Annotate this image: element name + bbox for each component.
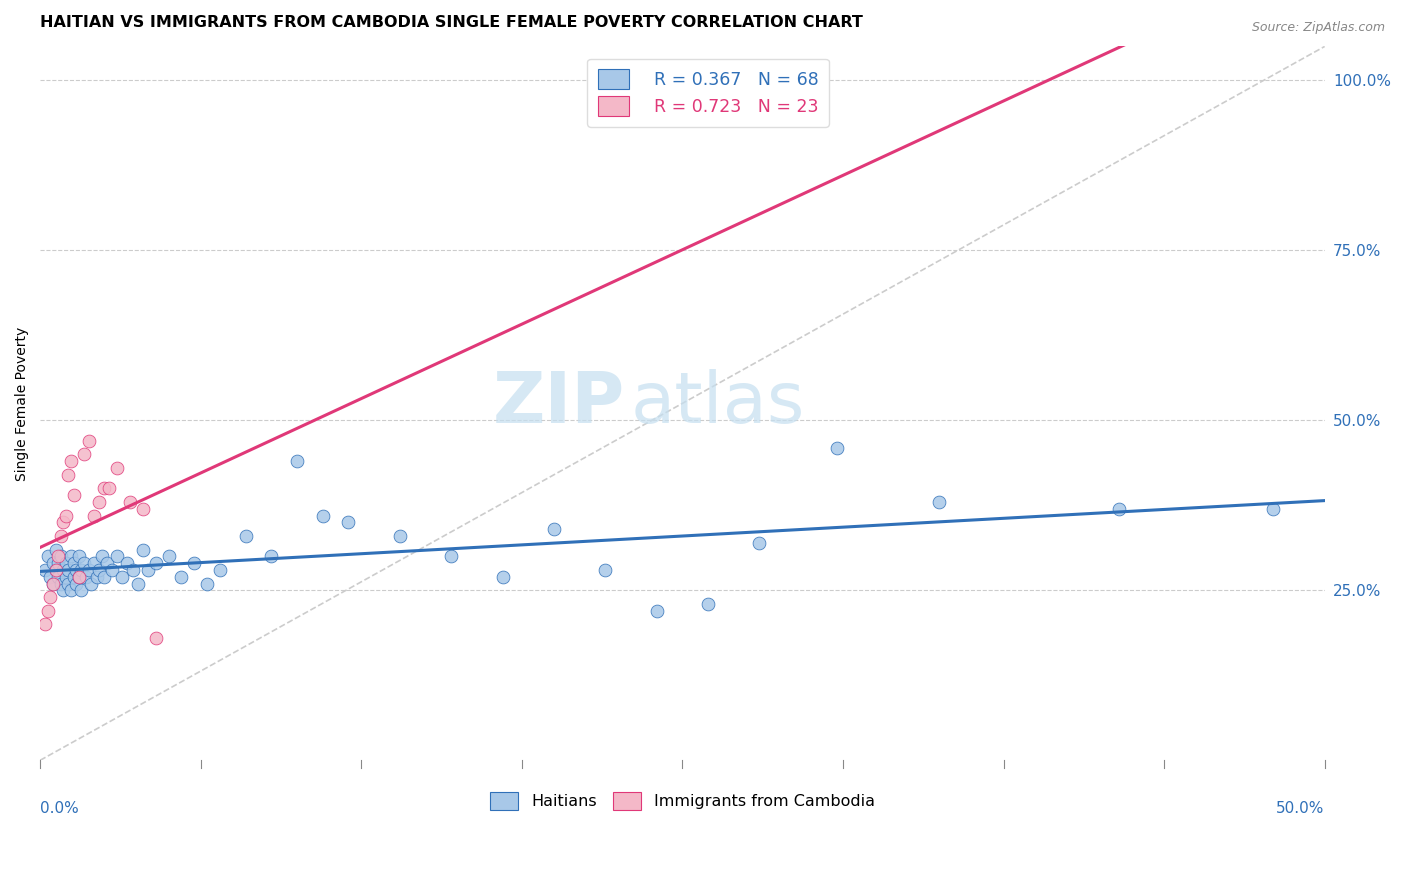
Point	[1108, 501, 1130, 516]
Point	[491, 570, 513, 584]
Point	[748, 535, 770, 549]
Point	[34, 617, 56, 632]
Point	[59, 583, 82, 598]
Point	[96, 556, 118, 570]
Point	[543, 522, 565, 536]
Point	[285, 454, 308, 468]
Point	[111, 570, 134, 584]
Point	[52, 563, 75, 577]
Point	[44, 542, 66, 557]
Text: ZIP: ZIP	[492, 369, 624, 438]
Point	[62, 556, 84, 570]
Point	[80, 576, 103, 591]
Point	[73, 556, 96, 570]
Point	[44, 563, 66, 577]
Point	[52, 583, 75, 598]
Point	[65, 563, 87, 577]
Point	[697, 597, 720, 611]
Point	[132, 542, 155, 557]
Point	[77, 563, 100, 577]
Point	[70, 563, 93, 577]
Point	[67, 549, 90, 564]
Point	[98, 481, 121, 495]
Point	[37, 604, 59, 618]
Point	[121, 563, 143, 577]
Text: atlas: atlas	[631, 369, 806, 438]
Point	[89, 495, 111, 509]
Point	[312, 508, 335, 523]
Point	[83, 508, 105, 523]
Point	[75, 570, 97, 584]
Point	[388, 529, 411, 543]
Point	[136, 563, 159, 577]
Point	[86, 570, 108, 584]
Point	[49, 576, 72, 591]
Point	[65, 576, 87, 591]
Text: HAITIAN VS IMMIGRANTS FROM CAMBODIA SINGLE FEMALE POVERTY CORRELATION CHART: HAITIAN VS IMMIGRANTS FROM CAMBODIA SING…	[41, 15, 863, 30]
Point	[39, 590, 62, 604]
Point	[49, 529, 72, 543]
Point	[208, 563, 231, 577]
Point	[73, 447, 96, 461]
Point	[145, 631, 167, 645]
Point	[1263, 501, 1285, 516]
Point	[42, 576, 65, 591]
Point	[42, 576, 65, 591]
Point	[62, 570, 84, 584]
Point	[70, 583, 93, 598]
Point	[83, 556, 105, 570]
Text: Source: ZipAtlas.com: Source: ZipAtlas.com	[1251, 21, 1385, 34]
Point	[55, 508, 77, 523]
Point	[55, 556, 77, 570]
Point	[46, 570, 69, 584]
Point	[62, 488, 84, 502]
Point	[183, 556, 205, 570]
Point	[101, 563, 124, 577]
Point	[105, 461, 128, 475]
Point	[117, 556, 139, 570]
Point	[46, 556, 69, 570]
Point	[42, 556, 65, 570]
Point	[52, 516, 75, 530]
Point	[118, 495, 141, 509]
Point	[34, 563, 56, 577]
Point	[55, 570, 77, 584]
Point	[337, 516, 360, 530]
Point	[59, 454, 82, 468]
Point	[595, 563, 617, 577]
Point	[39, 570, 62, 584]
Point	[90, 549, 112, 564]
Point	[89, 563, 111, 577]
Point	[58, 467, 80, 482]
Point	[46, 549, 69, 564]
Point	[93, 481, 115, 495]
Point	[170, 570, 193, 584]
Point	[77, 434, 100, 448]
Point	[93, 570, 115, 584]
Point	[127, 576, 149, 591]
Text: 50.0%: 50.0%	[1277, 801, 1324, 816]
Point	[440, 549, 463, 564]
Point	[132, 501, 155, 516]
Point	[59, 549, 82, 564]
Legend: Haitians, Immigrants from Cambodia: Haitians, Immigrants from Cambodia	[484, 785, 882, 816]
Point	[49, 549, 72, 564]
Point	[157, 549, 180, 564]
Y-axis label: Single Female Poverty: Single Female Poverty	[15, 326, 30, 481]
Point	[645, 604, 668, 618]
Point	[37, 549, 59, 564]
Point	[67, 570, 90, 584]
Point	[195, 576, 218, 591]
Point	[105, 549, 128, 564]
Point	[58, 576, 80, 591]
Point	[260, 549, 283, 564]
Point	[67, 570, 90, 584]
Point	[235, 529, 257, 543]
Text: 0.0%: 0.0%	[41, 801, 79, 816]
Point	[58, 563, 80, 577]
Point	[825, 441, 848, 455]
Point	[145, 556, 167, 570]
Point	[44, 563, 66, 577]
Point	[928, 495, 950, 509]
